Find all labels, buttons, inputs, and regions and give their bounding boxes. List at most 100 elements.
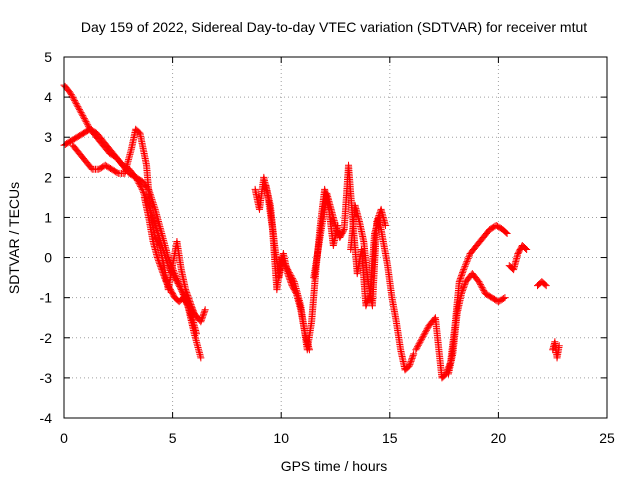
data-point-marker bbox=[364, 297, 372, 305]
data-point-marker bbox=[200, 309, 208, 317]
data-point-marker bbox=[458, 288, 466, 296]
data-point-marker bbox=[153, 254, 161, 262]
data-point-marker bbox=[422, 328, 430, 336]
data-point-marker bbox=[422, 326, 430, 334]
data-point-marker bbox=[197, 316, 205, 324]
data-point-marker bbox=[162, 276, 170, 284]
data-point-marker bbox=[284, 270, 292, 278]
data-point-marker bbox=[201, 306, 209, 314]
data-point-marker bbox=[480, 287, 488, 295]
x-tick-label: 0 bbox=[60, 430, 68, 446]
data-point-marker bbox=[82, 118, 90, 126]
data-point-marker bbox=[113, 169, 121, 177]
data-point-marker bbox=[409, 353, 417, 361]
data-point-marker bbox=[67, 91, 75, 99]
data-point-marker bbox=[159, 269, 167, 277]
data-point-marker bbox=[421, 329, 429, 337]
data-point-marker bbox=[462, 259, 470, 267]
data-point-marker bbox=[476, 281, 484, 289]
y-tick-label: 5 bbox=[44, 49, 52, 65]
data-point-marker bbox=[173, 276, 181, 284]
data-point-marker bbox=[461, 281, 469, 289]
data-point-marker bbox=[183, 290, 191, 298]
y-tick-label: 0 bbox=[44, 250, 52, 266]
data-point-marker bbox=[79, 112, 87, 120]
data-point-marker bbox=[464, 254, 472, 262]
data-point-marker bbox=[137, 184, 145, 192]
data-point-marker bbox=[455, 278, 463, 286]
data-point-marker bbox=[156, 261, 164, 269]
data-point-marker bbox=[184, 302, 192, 310]
data-point-marker bbox=[459, 285, 467, 293]
data-point-marker bbox=[157, 263, 165, 271]
data-point-marker bbox=[457, 273, 465, 281]
data-point-marker bbox=[479, 285, 487, 293]
data-point-marker bbox=[459, 269, 467, 277]
data-point-marker bbox=[157, 264, 165, 272]
data-point-marker bbox=[465, 253, 473, 261]
data-point-marker bbox=[405, 362, 413, 370]
y-tick-label: -1 bbox=[40, 290, 53, 306]
data-point-marker bbox=[159, 270, 167, 278]
data-point-marker bbox=[188, 312, 196, 320]
data-point-marker bbox=[416, 338, 424, 346]
data-point-marker bbox=[187, 309, 195, 317]
data-point-marker bbox=[461, 279, 469, 287]
data-point-marker bbox=[182, 287, 190, 295]
data-point-marker bbox=[460, 284, 468, 292]
data-point-marker bbox=[75, 106, 83, 114]
data-point-marker bbox=[466, 251, 474, 259]
data-point-marker bbox=[502, 228, 510, 236]
data-point-marker bbox=[84, 121, 92, 129]
y-tick-label: 1 bbox=[44, 209, 52, 225]
data-point-marker bbox=[68, 92, 76, 100]
data-point-marker bbox=[461, 262, 469, 270]
data-point-marker bbox=[374, 213, 382, 221]
y-axis-title: SDTVAR / TECUs bbox=[6, 182, 22, 294]
data-point-marker bbox=[80, 115, 88, 123]
y-tick-label: -3 bbox=[40, 370, 53, 386]
data-point-marker bbox=[187, 311, 195, 319]
data-point-marker bbox=[477, 282, 485, 290]
data-point-marker bbox=[373, 216, 381, 224]
data-point-marker bbox=[417, 337, 425, 345]
data-point-marker bbox=[456, 275, 464, 283]
data-point-marker bbox=[362, 302, 370, 310]
data-point-marker bbox=[460, 282, 468, 290]
data-point-marker bbox=[155, 240, 163, 248]
data-point-marker bbox=[185, 306, 193, 314]
data-point-marker bbox=[183, 300, 191, 308]
y-tick-label: -4 bbox=[40, 410, 53, 426]
data-point-marker bbox=[151, 204, 159, 212]
data-point-marker bbox=[333, 226, 341, 234]
data-point-marker bbox=[200, 310, 208, 318]
data-point-marker bbox=[542, 282, 550, 290]
data-point-marker bbox=[184, 293, 192, 301]
data-point-marker bbox=[70, 95, 78, 103]
data-point-marker bbox=[67, 89, 75, 97]
data-point-marker bbox=[75, 104, 83, 112]
data-point-marker bbox=[420, 331, 428, 339]
data-point-marker bbox=[138, 185, 146, 193]
data-point-marker bbox=[173, 274, 181, 282]
data-point-marker bbox=[460, 266, 468, 274]
data-point-marker bbox=[339, 227, 347, 235]
data-point-marker bbox=[460, 264, 468, 272]
data-point-marker bbox=[408, 354, 416, 362]
data-point-marker bbox=[409, 351, 417, 359]
x-axis-title: GPS time / hours bbox=[281, 458, 388, 474]
y-tick-label: 2 bbox=[44, 169, 52, 185]
data-point-marker bbox=[419, 332, 427, 340]
data-point-marker bbox=[476, 279, 484, 287]
data-point-marker bbox=[81, 116, 89, 124]
data-point-marker bbox=[458, 270, 466, 278]
data-point-marker bbox=[160, 272, 168, 280]
data-point-marker bbox=[523, 246, 531, 254]
data-point-marker bbox=[288, 280, 296, 288]
data-point-marker bbox=[198, 313, 206, 321]
data-point-marker bbox=[192, 330, 200, 338]
data-point-marker bbox=[285, 274, 293, 282]
data-point-marker bbox=[464, 256, 472, 264]
data-point-marker bbox=[305, 346, 313, 354]
